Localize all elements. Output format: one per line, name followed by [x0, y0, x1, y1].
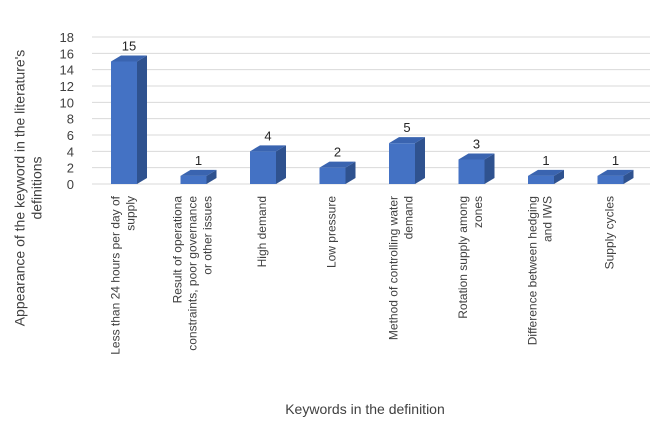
y-tick-label: 12 — [60, 79, 74, 94]
x-tick-label: Less than 24 hours per day ofsupply — [109, 195, 138, 354]
bar-side — [484, 153, 495, 184]
x-tick-label: Result of operationaconstraints, poor go… — [171, 196, 215, 351]
x-tick-label-line: constraints, poor governance — [186, 196, 200, 351]
x-tick-label-line: Less than 24 hours per day of — [109, 195, 123, 354]
x-tick-label-line: Result of operationa — [171, 196, 185, 304]
bar-side — [137, 55, 147, 184]
bar-front — [250, 151, 276, 184]
x-tick-label: Difference between hedgingand IWS — [526, 196, 555, 345]
data-label: 3 — [473, 137, 480, 152]
x-tick-label: Rotation supply amongzones — [456, 196, 485, 319]
x-tick-label: High demand — [255, 196, 269, 267]
y-tick-label: 18 — [60, 30, 74, 45]
x-tick-label-line: zones — [471, 196, 485, 228]
y-axis-title-line: Appearance of the keyword in the literat… — [12, 50, 28, 327]
bar-side — [276, 145, 286, 184]
y-axis-title-text: Appearance of the keyword in the literat… — [12, 50, 45, 327]
x-tick-label-line: Difference between hedging — [526, 196, 540, 345]
bar-top — [597, 169, 634, 176]
bar-side — [206, 169, 217, 184]
bar-front — [458, 159, 485, 184]
bar — [597, 169, 634, 184]
x-tick-label: Supply cycles — [603, 196, 617, 269]
data-label: 15 — [122, 39, 136, 54]
data-label: 1 — [542, 153, 549, 168]
y-tick-label: 8 — [67, 112, 74, 127]
bar-side — [554, 169, 564, 184]
bar-side — [415, 137, 425, 184]
y-axis-title-line: definitions — [29, 156, 45, 219]
x-tick-label-line: Low pressure — [325, 196, 339, 268]
y-tick-label: 14 — [60, 63, 74, 78]
y-axis-title: Appearance of the keyword in the literat… — [12, 50, 45, 327]
data-label: 1 — [612, 153, 619, 168]
x-axis-title: Keywords in the definition — [285, 401, 445, 417]
x-tick-label-line: Supply cycles — [603, 196, 617, 269]
data-label: 1 — [195, 153, 202, 168]
gridlines — [92, 36, 650, 185]
x-tick-label: Method of controlling waterdemand — [387, 196, 416, 340]
x-tick-label-line: supply — [124, 196, 138, 231]
bar-top — [319, 161, 356, 168]
data-labels: 15 1 4 2 5 3 1 1 — [122, 39, 619, 168]
bar-front — [180, 175, 207, 184]
bar-front — [319, 167, 346, 184]
bar-top — [389, 137, 425, 144]
x-tick-label-line: High demand — [255, 196, 269, 267]
bar-top — [250, 145, 286, 152]
x-axis-ticks: Less than 24 hours per day ofsupply Resul… — [109, 195, 617, 354]
x-tick-label-line: Method of controlling water — [387, 196, 401, 340]
bar-front — [597, 175, 624, 184]
bar-top — [180, 169, 217, 176]
bar-top — [111, 55, 147, 62]
bar — [319, 161, 356, 184]
bar-top — [458, 153, 495, 160]
bar-front — [389, 143, 415, 184]
data-label: 4 — [264, 128, 271, 143]
data-label: 5 — [403, 120, 410, 135]
y-tick-label: 10 — [60, 95, 74, 110]
bar — [180, 169, 217, 184]
y-tick-label: 6 — [67, 128, 74, 143]
bar-top — [528, 169, 564, 176]
bars — [111, 55, 634, 184]
y-tick-label: 16 — [60, 46, 74, 61]
y-tick-label: 4 — [67, 144, 74, 159]
bar-front — [111, 61, 137, 184]
bar — [528, 169, 564, 184]
x-tick-label-line: demand — [402, 196, 416, 239]
bar-side — [345, 161, 356, 184]
data-label: 2 — [334, 145, 341, 160]
bar-side — [623, 169, 634, 184]
y-tick-label: 0 — [67, 177, 74, 192]
x-tick-label-line: Rotation supply among — [456, 196, 470, 319]
bar-front — [528, 175, 554, 184]
x-tick-label: Low pressure — [325, 196, 339, 268]
bar — [111, 55, 147, 184]
bar — [389, 137, 425, 184]
x-tick-label-line: and IWS — [541, 196, 555, 242]
x-tick-label-line: or other issues — [201, 196, 215, 275]
bar — [250, 145, 286, 184]
y-tick-label: 2 — [67, 161, 74, 176]
bar — [458, 153, 495, 184]
